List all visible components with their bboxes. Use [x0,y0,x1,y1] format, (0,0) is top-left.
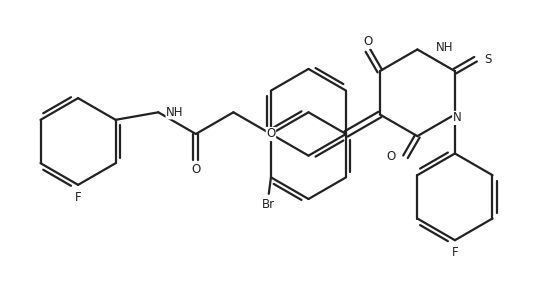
Text: O: O [266,127,276,140]
Text: S: S [484,53,491,66]
Text: NH: NH [166,106,184,119]
Text: F: F [75,191,82,204]
Text: NH: NH [435,41,453,54]
Text: F: F [451,246,458,259]
Text: Br: Br [262,198,276,211]
Text: O: O [386,150,396,163]
Text: O: O [364,35,373,48]
Text: O: O [191,163,200,176]
Text: N: N [453,112,462,124]
